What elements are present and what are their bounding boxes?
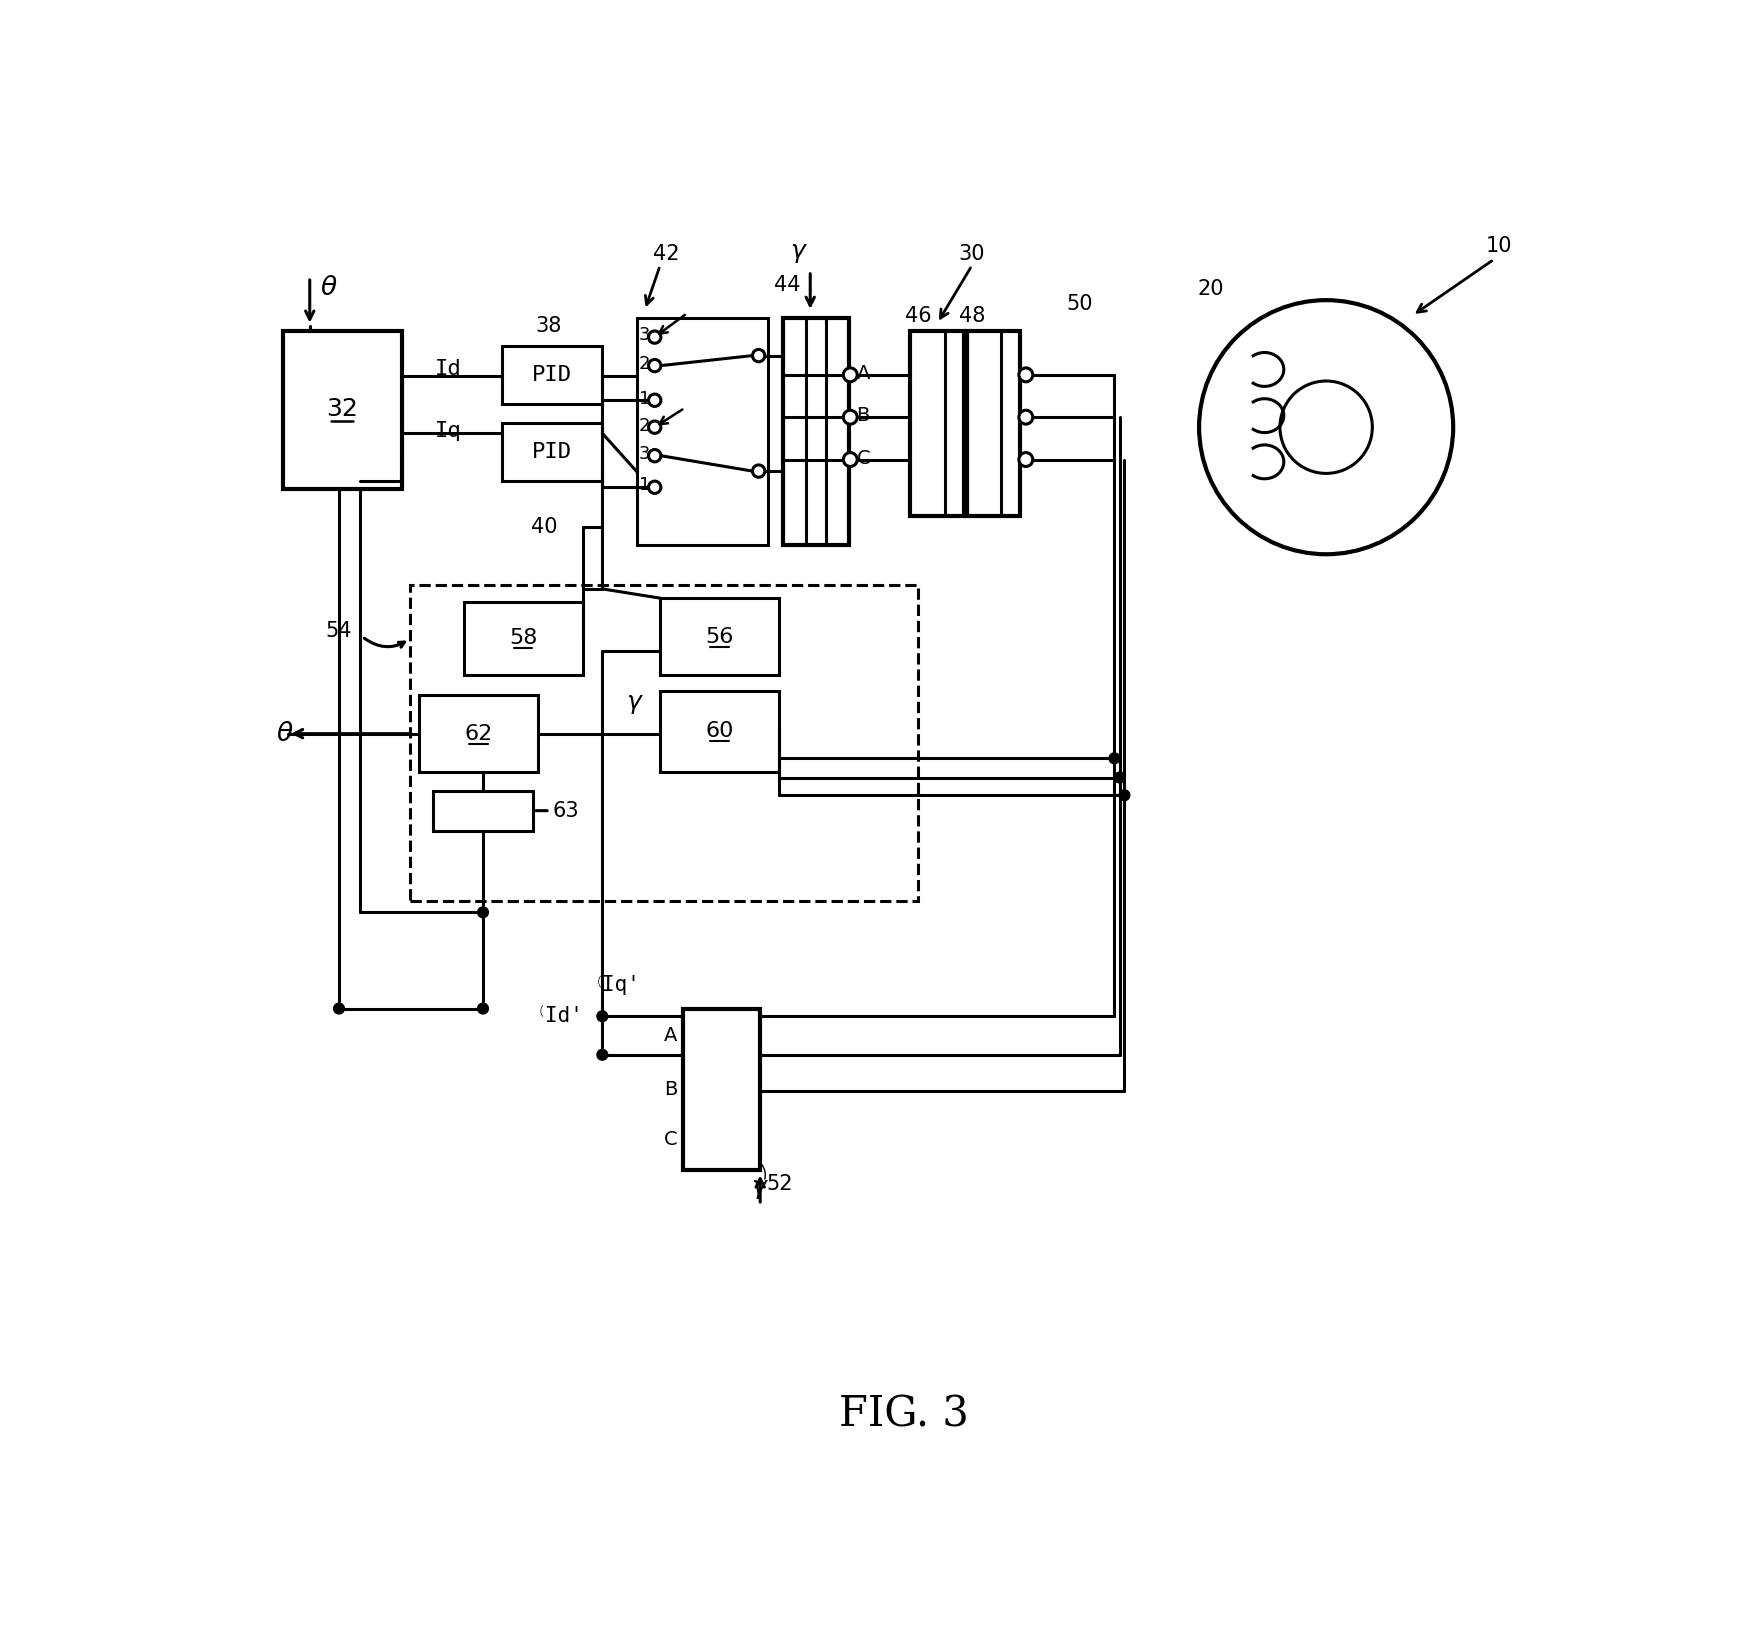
Text: 54: 54: [325, 621, 351, 641]
Circle shape: [843, 410, 857, 423]
Text: $\gamma$: $\gamma$: [789, 242, 808, 265]
Text: 3: 3: [639, 445, 651, 463]
Circle shape: [1279, 381, 1372, 474]
Circle shape: [1198, 301, 1452, 554]
Text: 52: 52: [766, 1174, 792, 1194]
Text: 20: 20: [1196, 278, 1222, 299]
Text: Id': Id': [545, 1006, 582, 1027]
Circle shape: [647, 422, 660, 433]
Text: A: A: [856, 365, 870, 383]
Bar: [418, 695, 538, 772]
Text: 1: 1: [639, 389, 649, 407]
Bar: [660, 598, 780, 675]
Bar: [637, 317, 767, 544]
Text: $\gamma$: $\gamma$: [626, 693, 644, 716]
Bar: [783, 317, 848, 544]
Text: 1: 1: [639, 476, 649, 494]
Text: $\gamma$: $\gamma$: [751, 1177, 769, 1202]
Text: 40: 40: [531, 517, 557, 538]
Text: 2: 2: [639, 417, 651, 435]
Bar: [910, 330, 963, 515]
Circle shape: [647, 330, 660, 343]
Bar: [432, 791, 533, 831]
Text: A: A: [663, 1027, 677, 1045]
Text: B: B: [663, 1079, 677, 1099]
Circle shape: [1118, 790, 1129, 801]
Circle shape: [1018, 368, 1032, 381]
Text: 44: 44: [773, 275, 799, 294]
Text: 10: 10: [1485, 235, 1512, 257]
Text: 30: 30: [958, 244, 984, 263]
Text: 42: 42: [653, 244, 679, 263]
Bar: [503, 423, 602, 481]
Circle shape: [843, 453, 857, 466]
Circle shape: [478, 1004, 489, 1014]
Bar: [503, 347, 602, 404]
Text: $\theta$: $\theta$: [277, 721, 295, 746]
Circle shape: [596, 1050, 607, 1059]
Bar: [282, 330, 402, 489]
Bar: [464, 602, 582, 675]
Circle shape: [333, 1004, 344, 1014]
Text: 62: 62: [464, 724, 492, 744]
Circle shape: [647, 394, 660, 407]
Bar: [967, 330, 1020, 515]
Text: Id: Id: [434, 360, 462, 379]
Circle shape: [647, 481, 660, 494]
Text: 58: 58: [508, 628, 536, 647]
Text: 56: 56: [706, 626, 734, 646]
Circle shape: [478, 907, 489, 917]
Text: 50: 50: [1065, 294, 1092, 314]
Text: C: C: [663, 1130, 677, 1149]
Circle shape: [596, 1010, 607, 1022]
Circle shape: [1108, 752, 1118, 764]
Text: PID: PID: [533, 441, 572, 461]
Text: FIG. 3: FIG. 3: [838, 1393, 968, 1436]
Text: B: B: [856, 405, 870, 425]
Circle shape: [843, 368, 857, 381]
Text: 48: 48: [958, 306, 984, 325]
Text: C: C: [856, 448, 870, 468]
Text: 32: 32: [326, 397, 358, 422]
Text: Iq: Iq: [434, 422, 462, 441]
Circle shape: [751, 350, 764, 361]
Text: 2: 2: [639, 355, 651, 373]
Circle shape: [751, 464, 764, 477]
Bar: [409, 585, 917, 901]
Text: $\theta$: $\theta$: [319, 275, 337, 299]
Circle shape: [647, 360, 660, 371]
Text: PID: PID: [533, 365, 572, 384]
Bar: [683, 1009, 760, 1171]
Text: Iq': Iq': [602, 976, 640, 996]
Text: 60: 60: [706, 721, 734, 741]
Circle shape: [1018, 410, 1032, 423]
Bar: [660, 692, 780, 772]
Text: 63: 63: [552, 801, 579, 821]
Circle shape: [1113, 772, 1124, 783]
Text: 46: 46: [905, 306, 931, 325]
Circle shape: [647, 450, 660, 461]
Text: 3: 3: [639, 325, 651, 343]
Text: 38: 38: [534, 316, 561, 335]
Circle shape: [1018, 453, 1032, 466]
